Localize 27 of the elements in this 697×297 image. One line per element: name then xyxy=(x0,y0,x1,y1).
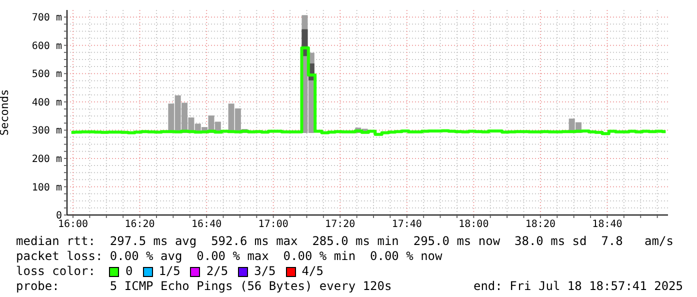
legend-label: 3/5 xyxy=(254,264,276,279)
x-tick-label: 18:40 xyxy=(592,219,622,230)
legend-label: 2/5 xyxy=(206,264,228,279)
legend-label: 0 xyxy=(125,264,133,279)
y-tick-label: 700 m xyxy=(32,12,62,24)
text: probe: 5 ICMP Echo Pings (56 Bytes) every 120s xyxy=(16,279,392,294)
y-tick-label: 400 m xyxy=(32,97,62,108)
y-tick-label: 600 m xyxy=(32,40,62,52)
legend-title: loss color: xyxy=(16,264,96,279)
x-tick-label: 16:40 xyxy=(192,219,222,230)
x-tick-label: 17:20 xyxy=(325,219,356,230)
y-tick-label: 300 m xyxy=(32,126,62,137)
x-tick-label: 16:20 xyxy=(124,219,155,230)
legend-label: 1/5 xyxy=(158,264,180,279)
text: packet loss: 0.00 % avg 0.00 % max 0.00 % min 0.00 % now xyxy=(16,249,444,264)
y-tick-label: 500 m xyxy=(32,69,62,80)
y-tick-label: 100 m xyxy=(32,182,62,194)
y-tick-label: 200 m xyxy=(32,154,62,165)
y-axis-title: Seconds xyxy=(0,89,11,136)
x-tick-label: 17:00 xyxy=(258,219,288,230)
text: end: Fri Jul 18 18:57:41 2025 xyxy=(473,279,683,294)
x-tick-label: 17:40 xyxy=(392,219,422,230)
x-tick-label: 18:20 xyxy=(525,219,556,230)
text: median rtt: 297.5 ms avg 592.6 ms max 285.0 ms min 295.0 ms now 38.0 ms sd 7.8 am/s xyxy=(16,234,674,249)
x-tick-label: 18:00 xyxy=(458,219,489,230)
x-tick-label: 16:00 xyxy=(58,219,88,230)
legend-label: 4/5 xyxy=(302,264,324,279)
